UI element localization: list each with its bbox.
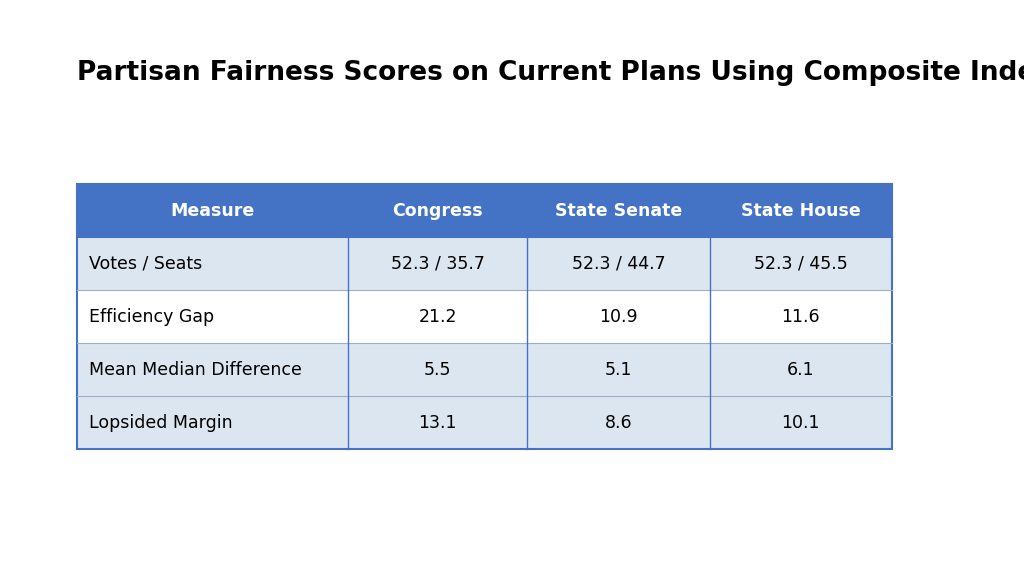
Text: Lopsided Margin: Lopsided Margin xyxy=(89,414,232,432)
Text: Measure: Measure xyxy=(170,202,255,220)
Text: Congress: Congress xyxy=(392,202,483,220)
Text: 10.9: 10.9 xyxy=(599,308,638,326)
Text: 21.2: 21.2 xyxy=(419,308,457,326)
Text: 11.6: 11.6 xyxy=(781,308,820,326)
Text: Efficiency Gap: Efficiency Gap xyxy=(89,308,214,326)
Text: 52.3 / 45.5: 52.3 / 45.5 xyxy=(754,255,848,273)
Text: 6.1: 6.1 xyxy=(787,361,814,379)
Text: 52.3 / 44.7: 52.3 / 44.7 xyxy=(571,255,666,273)
Text: 8.6: 8.6 xyxy=(605,414,632,432)
Text: Partisan Fairness Scores on Current Plans Using Composite Index: Partisan Fairness Scores on Current Plan… xyxy=(77,60,1024,86)
Text: 52.3 / 35.7: 52.3 / 35.7 xyxy=(391,255,484,273)
Text: 10.1: 10.1 xyxy=(781,414,820,432)
Text: 5.5: 5.5 xyxy=(424,361,452,379)
Text: 13.1: 13.1 xyxy=(419,414,457,432)
Text: Votes / Seats: Votes / Seats xyxy=(89,255,203,273)
Text: State House: State House xyxy=(741,202,860,220)
Text: Mean Median Difference: Mean Median Difference xyxy=(89,361,302,379)
Text: State Senate: State Senate xyxy=(555,202,682,220)
Text: 5.1: 5.1 xyxy=(605,361,632,379)
